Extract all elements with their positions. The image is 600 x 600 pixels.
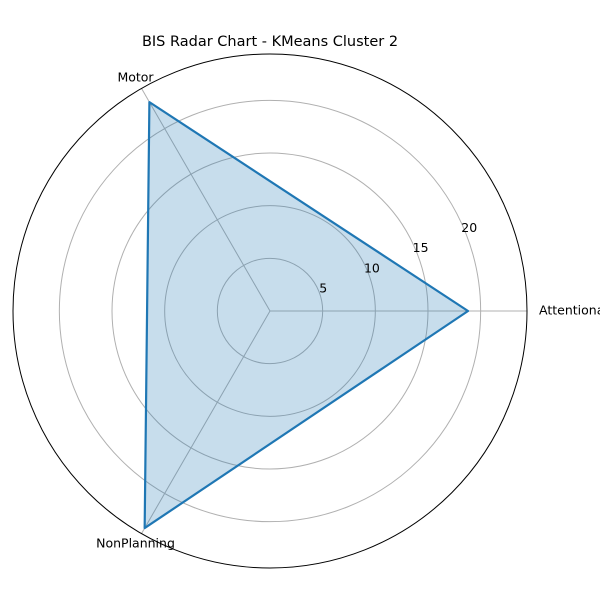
radial-tick-label: 5 [319,280,327,295]
chart-title: BIS Radar Chart - KMeans Cluster 2 [142,34,398,50]
radial-grid [58,88,527,534]
radial-tick-label: 20 [461,220,477,235]
series-layer [143,101,470,530]
series-line [143,101,470,530]
spoke-nonplanning [141,310,271,534]
axis-label-motor: Motor [117,70,154,85]
label-layer: 5 10 15 20 Attentional Motor NonPlanning [96,70,600,551]
spoke-motor [141,88,271,312]
polar-frame [12,53,528,569]
series-area [144,102,469,529]
radial-tick-label: 15 [413,240,429,255]
radial-tick-label: 10 [364,260,380,275]
axis-label-attentional: Attentional [539,303,600,318]
axis-label-nonplanning: NonPlanning [96,535,175,550]
